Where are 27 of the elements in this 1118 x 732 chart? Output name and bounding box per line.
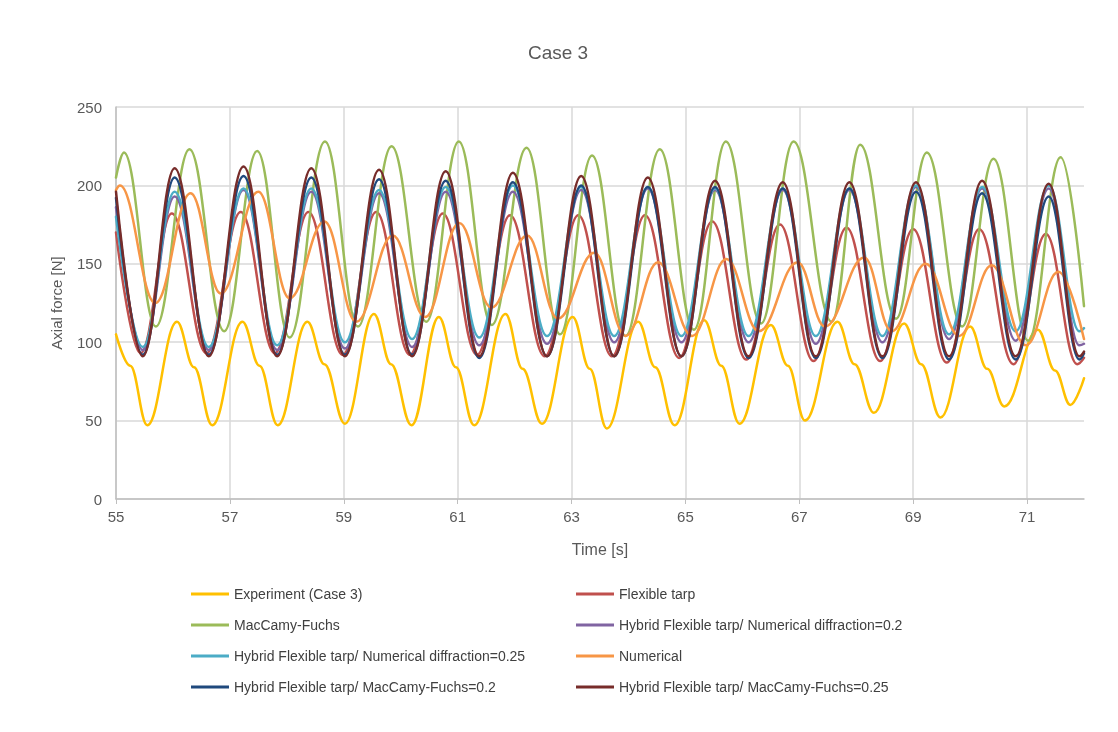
x-tick-label: 57 (221, 508, 239, 525)
y-axis-title: Axial force [N] (48, 256, 65, 350)
line-series (114, 312, 1086, 430)
legend-label: Experiment (Case 3) (234, 586, 363, 602)
legend-label: Numerical (619, 648, 683, 664)
y-tick-label: 50 (85, 412, 102, 430)
legend-label: Hybrid Flexible tarp/ MacCamy-Fuchs=0.2 (234, 679, 497, 695)
y-tick-label: 100 (76, 333, 102, 351)
legend-label: Flexible tarp (619, 586, 696, 602)
legend-label: Hybrid Flexible tarp/ Numerical diffraction=0.25 (234, 648, 526, 664)
x-tick-label: 71 (1018, 508, 1036, 525)
legend-label: Hybrid Flexible tarp/ MacCamy-Fuchs=0.25 (619, 679, 889, 695)
legend-label: Hybrid Flexible tarp/ Numerical diffraction=0.2 (619, 617, 903, 633)
legend-label: MacCamy-Fuchs (234, 617, 340, 633)
y-tick-label: 0 (93, 490, 102, 508)
x-tick-label: 65 (677, 508, 694, 525)
y-tick-label: 150 (76, 255, 102, 273)
x-tick-label: 55 (107, 508, 125, 525)
x-tick-label: 69 (904, 508, 922, 525)
x-tick-label: 59 (335, 508, 353, 525)
x-tick-label: 61 (449, 508, 466, 525)
x-axis-title: Time [s] (571, 540, 629, 558)
y-tick-label: 250 (76, 98, 102, 116)
x-tick-label: 63 (563, 508, 580, 525)
chart-title: Case 3 (527, 42, 589, 63)
y-tick-label: 200 (76, 176, 102, 194)
x-tick-label: 67 (790, 508, 808, 525)
